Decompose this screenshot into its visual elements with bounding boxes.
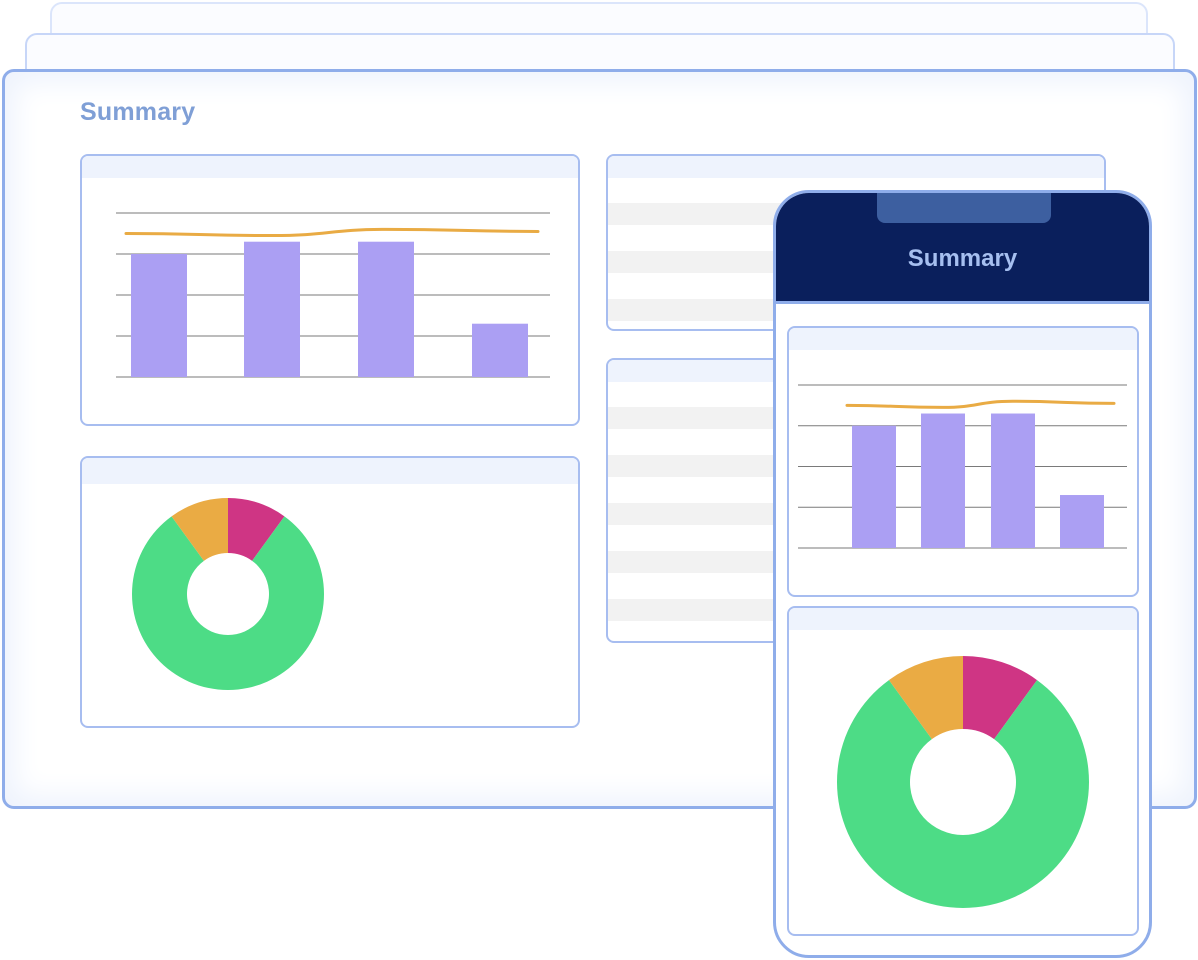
card-header	[789, 608, 1137, 630]
donut-slice	[132, 516, 324, 690]
phone-notch	[877, 193, 1051, 223]
bar	[921, 413, 965, 548]
bar	[472, 323, 528, 377]
donut-slice	[837, 680, 1089, 908]
phone-donut-chart	[837, 656, 1089, 908]
phone-bar-chart	[798, 384, 1127, 549]
phone-bar-chart-card[interactable]	[787, 326, 1139, 597]
phone-header: Summary	[776, 193, 1149, 304]
donut-slice	[171, 498, 228, 561]
trend-line	[124, 227, 540, 238]
donut-chart-card[interactable]	[80, 456, 580, 728]
bar-chart	[116, 212, 550, 378]
trend-line	[845, 399, 1116, 409]
donut-slice	[888, 656, 963, 740]
donut-slice	[963, 656, 1038, 740]
bar	[244, 241, 300, 377]
bar	[991, 413, 1035, 548]
phone-title: Summary	[907, 245, 1018, 272]
bar	[358, 241, 414, 377]
phone-donut-chart-card[interactable]	[787, 606, 1139, 936]
card-header	[82, 156, 578, 178]
bar	[852, 425, 896, 548]
bar-chart-card[interactable]	[80, 154, 580, 426]
card-header	[789, 328, 1137, 350]
page-title: Summary	[80, 98, 196, 126]
card-header	[82, 458, 578, 484]
bar	[1060, 495, 1104, 548]
bar	[131, 254, 187, 377]
donut-chart	[132, 498, 324, 690]
phone-mockup: Summary	[773, 190, 1152, 958]
card-header	[608, 156, 1104, 178]
donut-slice	[228, 498, 285, 561]
